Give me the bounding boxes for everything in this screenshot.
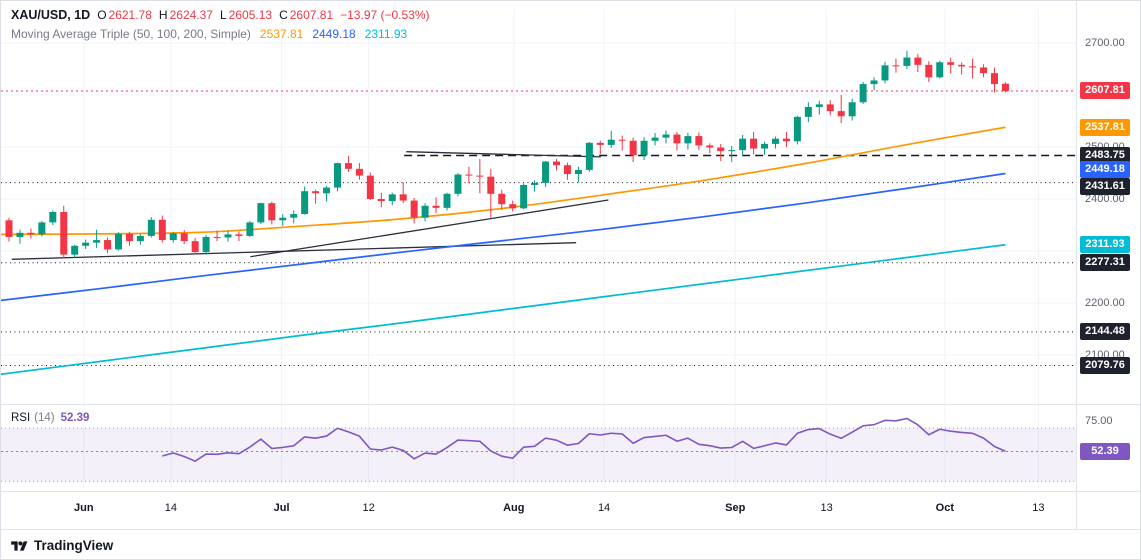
open-label: O <box>97 8 107 22</box>
indicator-title[interactable]: Moving Average Triple (50, 100, 200, Sim… <box>11 26 251 41</box>
ma200-badge[interactable]: 2311.93 <box>1080 236 1130 254</box>
rsi-axis-label: 75.00 <box>1085 415 1113 428</box>
time-axis-label: Jul <box>273 502 290 514</box>
time-axis-label: Aug <box>503 502 525 514</box>
chart-legend: XAU/USD, 1D O 2621.78 H 2624.37 L 2605.13 C… <box>11 9 430 40</box>
rsi-line <box>162 417 1006 462</box>
price-axis-label: 2400.00 <box>1085 193 1125 205</box>
close-label: C <box>279 8 288 22</box>
price-axis[interactable]: 2700.002500.002400.002200.002100.0075.00… <box>1076 1 1140 529</box>
ma100-badge[interactable]: 2449.18 <box>1080 160 1130 178</box>
rsi-title: RSI <box>11 412 31 424</box>
level-badge-2483[interactable]: 2483.75 <box>1080 146 1130 164</box>
bottom-divider <box>1 529 1140 530</box>
level-badge-2079[interactable]: 2079.76 <box>1080 357 1130 375</box>
pane-separator[interactable] <box>1 404 1140 405</box>
attribution-text[interactable]: TradingView <box>34 538 114 553</box>
rsi-band <box>1 427 1076 482</box>
low-value: 2605.13 <box>228 8 273 22</box>
time-axis-label: 13 <box>1032 502 1045 514</box>
close-value: 2607.81 <box>289 8 334 22</box>
time-axis-label: 14 <box>597 502 611 514</box>
high-label: H <box>158 8 168 22</box>
low-label: L <box>219 8 227 22</box>
levels-layer <box>1 154 1076 367</box>
rsi-value-badge[interactable]: 52.39 <box>1080 442 1130 460</box>
candles-layer <box>5 50 1009 259</box>
rsi-legend[interactable]: RSI (14) 52.39 <box>11 412 89 424</box>
time-axis-label: 14 <box>164 502 177 514</box>
ma-line-50 <box>1 126 1006 236</box>
ma50-value: 2537.81 <box>259 26 304 41</box>
time-axis-label: Sep <box>725 502 746 514</box>
high-value: 2624.37 <box>169 8 213 22</box>
level-badge-2144[interactable]: 2144.48 <box>1080 323 1130 341</box>
symbol-title[interactable]: XAU/USD, 1D <box>11 8 91 22</box>
time-axis-label: Jun <box>73 502 94 514</box>
ma50-badge[interactable]: 2537.81 <box>1080 118 1130 136</box>
time-axis-label: Oct <box>935 502 955 514</box>
time-axis-label: 12 <box>362 502 375 514</box>
time-axis[interactable]: Jun 14 Jul 12 Aug 14 Sep 13 Oct 13 <box>1 491 1140 529</box>
trendlines-layer <box>11 151 609 260</box>
symbol-row: XAU/USD, 1D O 2621.78 H 2624.37 L 2605.13 C… <box>11 9 430 22</box>
tradingview-logo <box>11 539 28 552</box>
price-axis-label: 2700.00 <box>1085 37 1125 49</box>
ma-line-200 <box>1 243 1006 376</box>
grid-layer <box>1 9 1076 488</box>
rsi-value: 52.39 <box>60 412 90 424</box>
last-price-badge[interactable]: 2607.81 <box>1080 82 1130 100</box>
ma200-value: 2311.93 <box>364 26 408 41</box>
ma-line-100 <box>1 172 1006 302</box>
ma100-value: 2449.18 <box>312 26 356 41</box>
level-badge-2277[interactable]: 2277.31 <box>1080 254 1130 272</box>
price-axis-label: 2200.00 <box>1085 297 1125 309</box>
change-value: −13.97 (−0.53%) <box>340 8 430 22</box>
price-chart-canvas[interactable] <box>1 1 1076 529</box>
indicator-row: Moving Average Triple (50, 100, 200, Sim… <box>11 28 430 40</box>
time-axis-label: 13 <box>820 502 833 514</box>
level-badge-2431[interactable]: 2431.61 <box>1080 178 1130 196</box>
rsi-params: (14) <box>34 412 55 424</box>
attribution: TradingView <box>11 538 113 553</box>
open-value: 2621.78 <box>108 8 152 22</box>
